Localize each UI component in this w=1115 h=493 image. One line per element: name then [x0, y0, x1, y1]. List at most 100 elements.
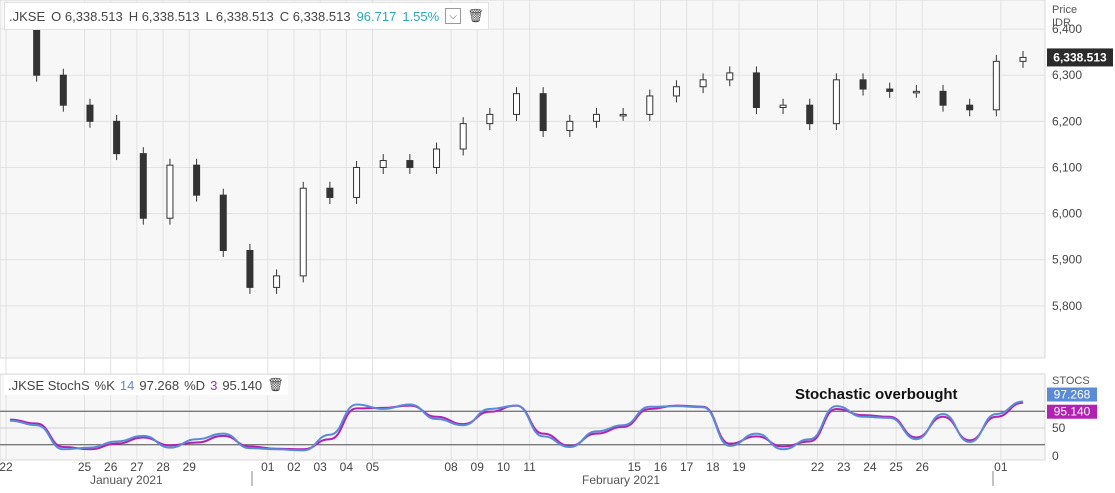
price-last-badge: 6,338.513: [1053, 50, 1107, 64]
x-tick-label: 26: [104, 460, 118, 474]
stoch-tick-label: 50: [1052, 421, 1066, 435]
k-badge: 97.268: [1054, 388, 1091, 402]
candle-body: [353, 166, 361, 198]
y-tick-label: 6,400: [1052, 22, 1082, 36]
k-period: 14: [119, 377, 135, 393]
month-label-jan: January 2021: [90, 473, 163, 487]
y-tick-label: 6,200: [1052, 114, 1082, 128]
candle-body: [193, 164, 201, 196]
x-tick-label: 02: [287, 460, 301, 474]
symbol-label: .JKSE: [9, 8, 46, 24]
candle-body: [646, 95, 654, 115]
stoch-tick-label: 0: [1052, 449, 1059, 463]
candle-body: [832, 79, 840, 125]
price-header: .JKSE O 6,338.513 H 6,338.513 L 6,338.51…: [4, 2, 489, 30]
chevron-down-icon[interactable]: ⌵: [445, 8, 462, 24]
trash-icon[interactable]: 🗑: [467, 8, 484, 23]
x-tick-label: 08: [444, 460, 458, 474]
candle-body: [406, 160, 414, 168]
candle-body: [459, 123, 467, 150]
candle-body: [939, 90, 947, 106]
candle-body: [513, 93, 520, 115]
candle-body: [219, 194, 227, 252]
candle-body: [726, 72, 734, 81]
candle-body: [379, 160, 387, 168]
x-tick-label: 05: [366, 460, 380, 474]
candle-body: [433, 148, 441, 168]
x-tick-label: 15: [628, 460, 642, 474]
low-value: L 6,338.513: [205, 8, 274, 24]
price-axis-unit: IDR: [1052, 17, 1071, 29]
price-axis-title: Price: [1052, 4, 1078, 16]
x-tick-label: 26: [916, 460, 930, 474]
d-period: 3: [210, 377, 218, 393]
x-tick-label: 09: [471, 460, 485, 474]
candle-body: [166, 164, 174, 219]
close-value: C 6,338.513: [279, 8, 351, 24]
y-tick-label: 6,300: [1052, 68, 1082, 82]
candle-body: [699, 79, 707, 88]
x-tick-label: 27: [130, 460, 144, 474]
candle-body: [592, 113, 600, 122]
x-tick-label: 10: [497, 460, 511, 474]
candle-body: [779, 104, 787, 108]
high-value: H 6,338.513: [128, 8, 200, 24]
stoch-trash-icon[interactable]: 🗑: [267, 377, 284, 392]
change-value: 96.717: [356, 8, 397, 24]
x-tick-label: 03: [313, 460, 327, 474]
open-value: O 6,338.513: [51, 8, 123, 24]
candle-body: [859, 79, 867, 90]
candle-body: [992, 60, 1000, 111]
candle-body: [113, 120, 121, 155]
candle-body: [806, 104, 814, 125]
x-tick-label: 22: [0, 460, 13, 474]
candle-body: [139, 153, 147, 219]
candle-body: [672, 86, 680, 97]
d-value: 95.140: [222, 377, 263, 393]
stoch-axis-title: STOCS: [1052, 375, 1090, 387]
x-tick-label: 16: [654, 460, 668, 474]
x-tick-label: 23: [837, 460, 851, 474]
price-last-badge-bg: [1047, 48, 1113, 67]
d-badge-bg: [1047, 404, 1097, 419]
x-tick-label: 04: [340, 460, 354, 474]
y-tick-label: 5,900: [1052, 253, 1082, 267]
k-label: %K: [94, 377, 115, 393]
x-tick-label: 19: [732, 460, 746, 474]
stoch-symbol: .JKSE StochS: [8, 377, 90, 393]
k-value: 97.268: [139, 377, 180, 393]
candle-body: [486, 113, 494, 125]
x-tick-label: 24: [863, 460, 877, 474]
candle-body: [566, 120, 574, 132]
x-tick-label: 25: [78, 460, 92, 474]
stoch-k-line: [9, 400, 1024, 452]
candle-body: [273, 275, 281, 288]
x-tick-label: 22: [811, 460, 825, 474]
candle-body: [966, 104, 974, 111]
x-tick-label: 17: [680, 460, 694, 474]
x-tick-label: 28: [156, 460, 170, 474]
candle-body: [619, 113, 627, 117]
y-tick-label: 5,800: [1052, 299, 1082, 313]
month-label-feb: February 2021: [582, 473, 660, 487]
stoch-header: .JKSE StochS %K 14 97.268 %D 3 95.140 🗑: [4, 375, 288, 395]
x-tick-label: 01: [994, 460, 1008, 474]
candle-body: [86, 104, 94, 122]
x-tick-label: 29: [183, 460, 197, 474]
d-label: %D: [184, 377, 206, 393]
candle-body: [886, 88, 894, 92]
change-pct-value: 1.55%: [402, 8, 440, 24]
candle-body: [912, 90, 920, 94]
x-tick-label: 11: [523, 460, 536, 474]
x-tick-label: 18: [706, 460, 720, 474]
y-tick-label: 6,100: [1052, 160, 1082, 174]
k-badge-bg: [1047, 387, 1097, 402]
candle-body: [752, 72, 760, 108]
y-tick-label: 6,000: [1052, 207, 1082, 221]
price-panel-bg: [0, 0, 1046, 359]
x-tick-label: 01: [261, 460, 275, 474]
candle-body: [326, 187, 334, 198]
candle-body: [246, 250, 254, 288]
